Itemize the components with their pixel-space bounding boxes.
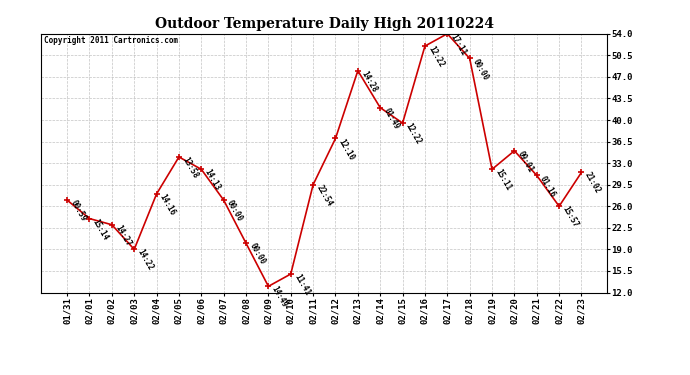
- Text: 12:10: 12:10: [337, 137, 356, 162]
- Text: 21:02: 21:02: [583, 171, 602, 195]
- Title: Outdoor Temperature Daily High 20110224: Outdoor Temperature Daily High 20110224: [155, 17, 494, 31]
- Text: 22:54: 22:54: [315, 183, 334, 208]
- Text: 13:58: 13:58: [180, 156, 199, 180]
- Text: Copyright 2011 Cartronics.com: Copyright 2011 Cartronics.com: [44, 36, 178, 45]
- Text: 01:16: 01:16: [538, 174, 558, 199]
- Text: 00:59: 00:59: [68, 199, 88, 223]
- Text: 14:49: 14:49: [270, 285, 289, 309]
- Text: 14:16: 14:16: [158, 192, 177, 217]
- Text: 12:22: 12:22: [404, 122, 424, 146]
- Text: 17:11: 17:11: [448, 32, 468, 57]
- Text: 00:00: 00:00: [248, 242, 267, 266]
- Text: 01:49: 01:49: [382, 106, 401, 131]
- Text: 14:13: 14:13: [203, 168, 222, 192]
- Text: 11:41: 11:41: [292, 273, 311, 297]
- Text: 00:00: 00:00: [471, 57, 491, 81]
- Text: 14:28: 14:28: [359, 69, 379, 94]
- Text: 15:57: 15:57: [560, 205, 580, 230]
- Text: 09:01: 09:01: [516, 149, 535, 174]
- Text: 14:27: 14:27: [113, 224, 132, 248]
- Text: 15:11: 15:11: [493, 168, 513, 192]
- Text: 14:22: 14:22: [136, 248, 155, 273]
- Text: 00:00: 00:00: [225, 199, 244, 223]
- Text: 12:22: 12:22: [426, 45, 446, 69]
- Text: 15:14: 15:14: [91, 217, 110, 242]
